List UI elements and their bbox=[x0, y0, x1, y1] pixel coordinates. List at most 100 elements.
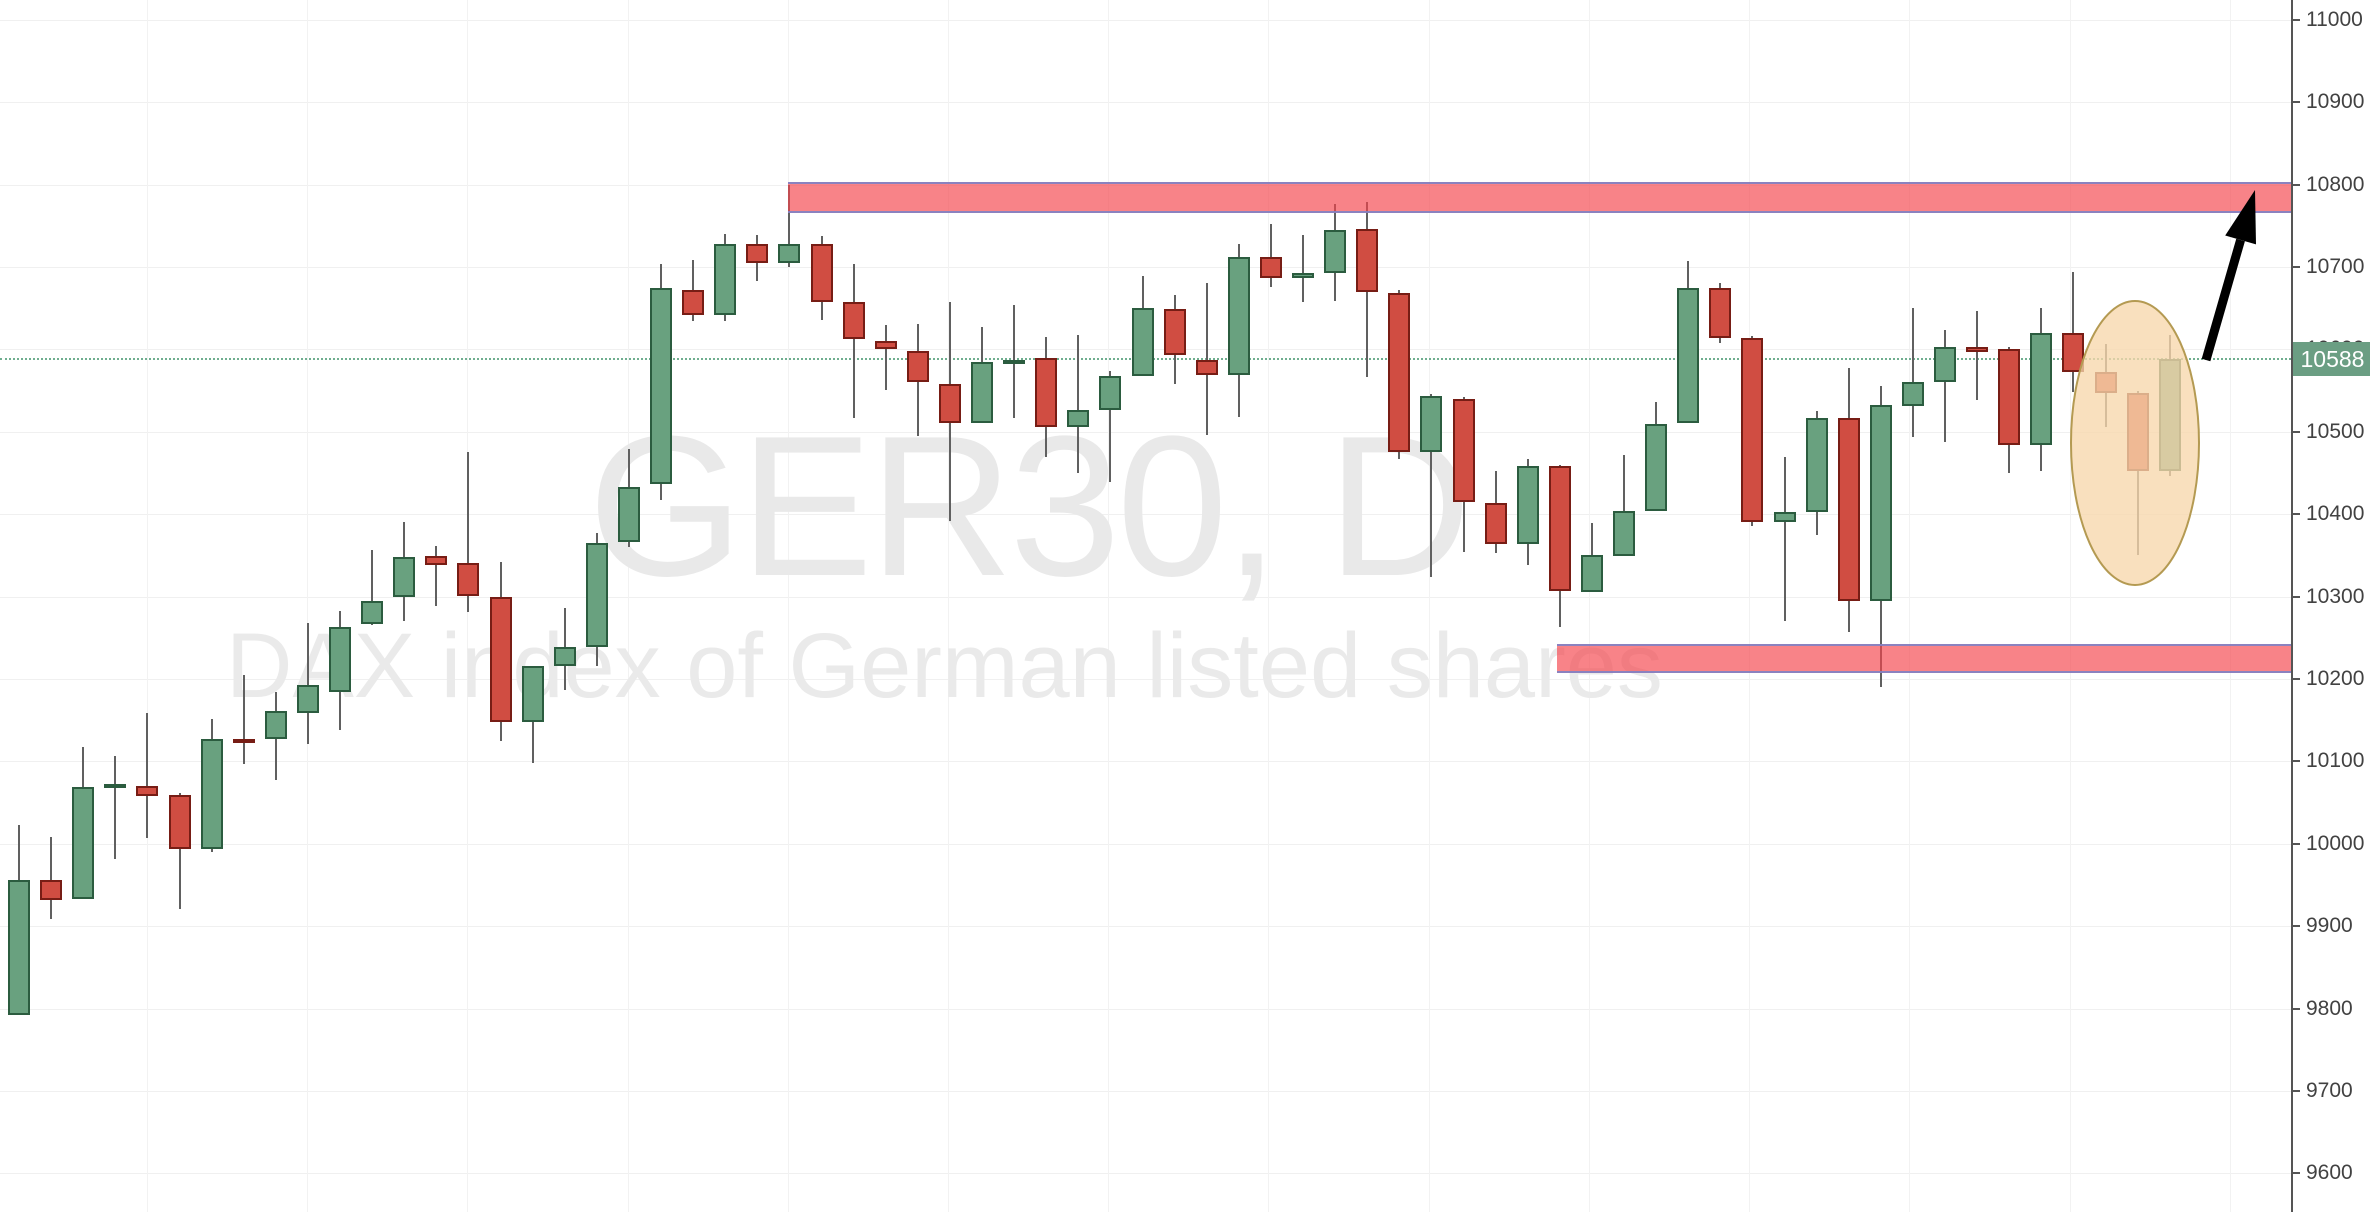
price-axis[interactable]: 1100010900108001070010600105001040010300… bbox=[2291, 0, 2370, 1212]
candle-body-bull bbox=[650, 287, 672, 485]
candle-wick bbox=[306, 622, 309, 744]
candle-wick bbox=[852, 263, 855, 418]
candle-body-bear bbox=[2126, 393, 2149, 472]
candle-body-bull bbox=[1677, 287, 1700, 424]
candle-body-bear bbox=[232, 739, 255, 744]
candle-wick bbox=[178, 792, 181, 909]
candle-body-bear bbox=[457, 562, 480, 597]
candle-body-bull bbox=[1003, 360, 1026, 365]
horizontal-gridline bbox=[0, 926, 2291, 928]
candle-body-bull bbox=[714, 243, 737, 315]
vertical-gridline bbox=[1429, 0, 1430, 1212]
candle-body-bull bbox=[585, 543, 608, 647]
candle-wick bbox=[1430, 393, 1433, 577]
candle-wick bbox=[1911, 308, 1914, 438]
candle-wick bbox=[1077, 335, 1080, 473]
resistance-zone[interactable] bbox=[788, 182, 2291, 213]
price-tick-label: 10800 bbox=[2293, 173, 2364, 197]
candle-body-bear bbox=[1035, 358, 1058, 427]
candle-wick bbox=[435, 546, 438, 606]
candle-body-bull bbox=[1420, 396, 1443, 453]
candle-body-bear bbox=[1966, 346, 1989, 352]
candle-body-bear bbox=[682, 290, 705, 315]
tick-mark bbox=[2293, 513, 2300, 516]
candle-wick bbox=[1205, 282, 1208, 435]
tick-mark bbox=[2293, 101, 2300, 104]
last-price-value: 10588 bbox=[2300, 345, 2365, 372]
price-tick-label: 10400 bbox=[2293, 502, 2364, 526]
candle-body-bear bbox=[874, 341, 897, 350]
vertical-gridline bbox=[1589, 0, 1590, 1212]
tick-mark bbox=[2293, 266, 2300, 268]
tick-mark bbox=[2293, 183, 2300, 186]
candle-body-bull bbox=[1805, 417, 1828, 513]
candle-body-bull bbox=[393, 557, 416, 598]
candle-body-bear bbox=[1356, 229, 1379, 293]
support-zone[interactable] bbox=[1557, 643, 2291, 674]
vertical-gridline bbox=[307, 0, 308, 1212]
candle-body-bear bbox=[1484, 502, 1507, 544]
candle-body-bull bbox=[553, 646, 576, 666]
horizontal-gridline bbox=[0, 1090, 2291, 1092]
candle-body-bear bbox=[1548, 466, 1571, 592]
horizontal-gridline bbox=[0, 19, 2291, 21]
vertical-gridline bbox=[628, 0, 629, 1212]
candle-wick bbox=[114, 755, 117, 859]
chart-canvas[interactable]: GER30, D DAX index of German listed shar… bbox=[0, 0, 2291, 1212]
candle-body-bear bbox=[1388, 292, 1411, 453]
candle-wick bbox=[1783, 457, 1786, 622]
symbol-description-watermark: DAX index of German listed shares bbox=[226, 615, 1663, 717]
candle-wick bbox=[1623, 454, 1625, 557]
candle-body-bull bbox=[104, 784, 127, 789]
candle-body-bear bbox=[1259, 257, 1282, 279]
tick-mark bbox=[2293, 595, 2300, 598]
candle-wick bbox=[1976, 310, 1979, 401]
horizontal-gridline bbox=[0, 678, 2291, 680]
candle-body-bull bbox=[296, 684, 319, 713]
candle-body-bull bbox=[1613, 510, 1635, 557]
candle-body-bull bbox=[1292, 272, 1314, 279]
vertical-gridline bbox=[788, 0, 789, 1212]
candle-body-bear bbox=[746, 243, 769, 263]
candle-body-bull bbox=[1324, 229, 1347, 273]
vertical-gridline bbox=[1108, 0, 1109, 1212]
candle-body-bull bbox=[2158, 359, 2181, 472]
horizontal-gridline bbox=[0, 1008, 2291, 1010]
candle-wick bbox=[146, 712, 149, 838]
candle-body-bear bbox=[1452, 398, 1475, 502]
horizontal-gridline bbox=[0, 596, 2291, 598]
vertical-gridline bbox=[1749, 0, 1750, 1212]
candle-body-bull bbox=[1227, 257, 1250, 375]
price-tick-label: 10500 bbox=[2293, 420, 2364, 444]
candle-body-bull bbox=[72, 786, 95, 899]
horizontal-gridline bbox=[0, 514, 2291, 516]
candle-body-bear bbox=[1163, 309, 1186, 356]
vertical-gridline bbox=[1268, 0, 1269, 1212]
candle-body-bull bbox=[1869, 405, 1892, 602]
candle-wick bbox=[1944, 329, 1946, 443]
candle-body-bull bbox=[1099, 375, 1122, 411]
candle-body-bull bbox=[778, 243, 801, 263]
vertical-gridline bbox=[2230, 0, 2231, 1212]
tick-mark bbox=[2293, 1007, 2300, 1010]
tick-mark bbox=[2293, 760, 2300, 763]
price-tick-label: 9600 bbox=[2293, 1161, 2353, 1185]
candle-wick bbox=[788, 184, 791, 267]
tick-mark bbox=[2293, 925, 2300, 928]
candle-body-bear bbox=[938, 384, 961, 423]
candle-body-bear bbox=[489, 597, 512, 722]
candle-body-bull bbox=[1580, 555, 1603, 592]
candle-body-bear bbox=[1741, 337, 1764, 523]
candle-body-bear bbox=[168, 795, 191, 850]
candle-body-bear bbox=[40, 880, 63, 900]
horizontal-gridline bbox=[0, 843, 2291, 845]
tick-mark bbox=[2293, 18, 2300, 21]
candle-body-bull bbox=[8, 880, 30, 1016]
horizontal-gridline bbox=[0, 431, 2291, 433]
candle-wick bbox=[467, 452, 470, 613]
candle-body-bull bbox=[1901, 382, 1924, 407]
candle-body-bull bbox=[1131, 308, 1154, 376]
candle-body-bear bbox=[842, 302, 865, 339]
up-arrow-annotation[interactable] bbox=[2201, 190, 2256, 362]
